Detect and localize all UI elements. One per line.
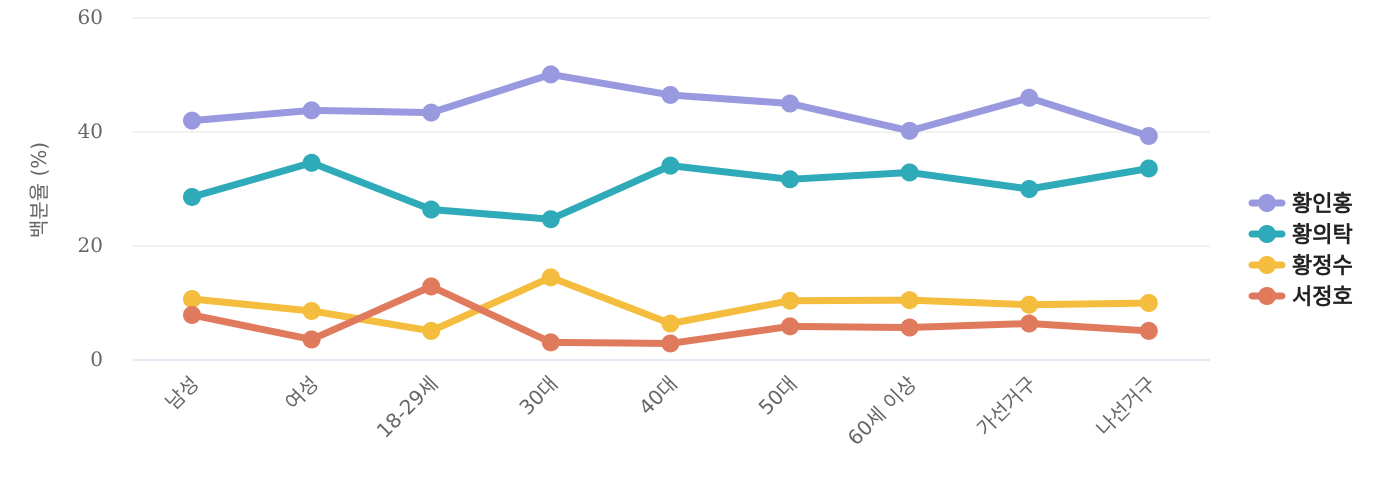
data-point[interactable] bbox=[1139, 126, 1158, 145]
x-tick-label: 50대 bbox=[754, 372, 802, 420]
y-tick-label: 0 bbox=[90, 347, 103, 371]
x-tick-label: 가선거구 bbox=[972, 372, 1041, 441]
data-point[interactable] bbox=[781, 317, 799, 336]
series-lines bbox=[183, 65, 1158, 353]
data-point[interactable] bbox=[422, 321, 441, 340]
legend-symbol-marker bbox=[1258, 194, 1276, 212]
data-point[interactable] bbox=[781, 94, 799, 113]
legend-item[interactable]: 서정호 bbox=[1248, 285, 1353, 310]
series-3 bbox=[183, 268, 1158, 340]
legend-symbol-marker bbox=[1258, 256, 1276, 274]
x-tick-label: 40대 bbox=[634, 372, 682, 420]
data-point[interactable] bbox=[1139, 321, 1158, 340]
data-point[interactable] bbox=[900, 163, 919, 182]
x-tick-label: 18-29세 bbox=[372, 372, 443, 443]
series-1 bbox=[183, 65, 1158, 145]
data-point[interactable] bbox=[1139, 294, 1158, 312]
data-point[interactable] bbox=[541, 333, 560, 352]
data-point[interactable] bbox=[302, 330, 321, 349]
legend-item[interactable]: 황의탁 bbox=[1248, 223, 1353, 248]
data-point[interactable] bbox=[661, 156, 680, 175]
x-tick-label: 30대 bbox=[514, 372, 562, 420]
x-tick-label: 남성 bbox=[161, 372, 204, 415]
x-tick-label: 여성 bbox=[280, 372, 323, 415]
data-point[interactable] bbox=[541, 268, 560, 287]
x-tick-labels: 남성 여성 18-29세 30대 40대 50대 60세 이상 가선거구 나선거구 bbox=[161, 372, 1161, 450]
y-tick-label: 20 bbox=[78, 233, 103, 257]
data-point[interactable] bbox=[1020, 180, 1039, 198]
data-point[interactable] bbox=[302, 301, 321, 320]
data-point[interactable] bbox=[541, 210, 560, 229]
data-point[interactable] bbox=[900, 318, 919, 337]
data-point[interactable] bbox=[302, 153, 321, 172]
series-2 bbox=[183, 153, 1158, 229]
data-point[interactable] bbox=[1020, 88, 1039, 107]
legend-label: 황의탁 bbox=[1292, 223, 1353, 248]
data-point[interactable] bbox=[781, 291, 799, 310]
legend-item[interactable]: 황정수 bbox=[1248, 254, 1353, 279]
legend-item[interactable]: 황인홍 bbox=[1248, 192, 1353, 217]
series-line bbox=[188, 70, 1153, 140]
y-tick-label: 40 bbox=[78, 119, 103, 143]
data-point[interactable] bbox=[302, 101, 321, 120]
data-point[interactable] bbox=[422, 103, 441, 122]
data-point[interactable] bbox=[661, 314, 680, 333]
data-point[interactable] bbox=[1020, 314, 1039, 333]
legend-symbol-marker bbox=[1258, 287, 1276, 305]
data-point[interactable] bbox=[1020, 295, 1039, 314]
y-axis-label: 백분율 (%) bbox=[27, 142, 51, 238]
legend-label: 서정호 bbox=[1292, 285, 1353, 310]
data-point[interactable] bbox=[661, 334, 680, 353]
data-point[interactable] bbox=[900, 291, 919, 310]
data-point[interactable] bbox=[422, 277, 441, 296]
gridlines bbox=[133, 17, 1210, 361]
legend-symbol-marker bbox=[1258, 225, 1276, 243]
data-point[interactable] bbox=[183, 187, 201, 206]
y-tick-labels: 0 20 40 60 bbox=[78, 5, 103, 371]
data-point[interactable] bbox=[661, 85, 680, 104]
data-point[interactable] bbox=[183, 305, 201, 324]
data-point[interactable] bbox=[183, 290, 201, 309]
data-point[interactable] bbox=[183, 111, 201, 130]
series-4 bbox=[183, 277, 1158, 353]
data-point[interactable] bbox=[1139, 159, 1158, 178]
legend-label: 황인홍 bbox=[1292, 192, 1353, 217]
x-tick-label: 나선거구 bbox=[1091, 372, 1160, 441]
legend-label: 황정수 bbox=[1292, 254, 1353, 279]
data-point[interactable] bbox=[781, 170, 799, 189]
data-point[interactable] bbox=[541, 65, 560, 84]
data-point[interactable] bbox=[422, 200, 441, 219]
x-tick-label: 60세 이상 bbox=[843, 372, 921, 450]
y-tick-label: 60 bbox=[78, 5, 103, 29]
data-point[interactable] bbox=[900, 121, 919, 140]
